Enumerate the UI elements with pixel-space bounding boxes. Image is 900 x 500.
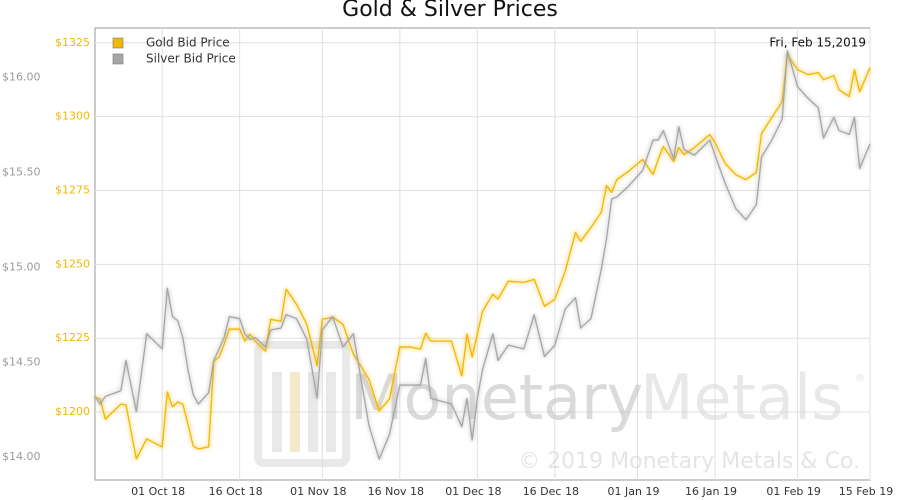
logo-bar <box>290 372 300 452</box>
line-series <box>94 50 871 460</box>
watermark-logo-b: Metals <box>640 361 843 434</box>
y2-tick-label: $15.50 <box>2 165 41 178</box>
y-tick-label: $1225 <box>55 331 90 344</box>
logo-box <box>254 341 350 467</box>
y-tick-label: $1300 <box>55 110 90 123</box>
y-tick-label: $1250 <box>55 257 90 270</box>
y-tick-label: $1200 <box>55 405 90 418</box>
x-tick-label: 01 Jan 19 <box>608 485 660 498</box>
x-tick-label: 01 Feb 19 <box>766 485 820 498</box>
y2-tick-label: $16.00 <box>2 70 41 83</box>
y2-tick-label: $14.50 <box>2 355 41 368</box>
legend-label: Silver Bid Price <box>146 52 236 66</box>
grid <box>95 28 871 480</box>
legend-label: Gold Bid Price <box>146 36 230 50</box>
watermark-logo-a: Monetary <box>350 361 643 434</box>
y2-tick-label: $14.00 <box>2 450 41 463</box>
watermark-copyright: © 2019 Monetary Metals & Co. <box>518 449 860 474</box>
x-tick-label: 01 Oct 18 <box>131 485 185 498</box>
x-tick-label: 01 Dec 18 <box>445 485 501 498</box>
watermark-registered: ® <box>855 373 865 384</box>
x-tick-label: 15 Feb 19 <box>839 485 893 498</box>
y-tick-label: $1275 <box>55 183 90 196</box>
legend-swatch <box>112 53 124 65</box>
x-tick-label: 16 Jan 19 <box>685 485 737 498</box>
watermark: Monetary Metals ® © 2019 Monetary Metals… <box>254 341 865 474</box>
y-tick-label: $1325 <box>55 36 90 49</box>
plot-area <box>94 27 871 481</box>
x-tick-label: 16 Dec 18 <box>523 485 579 498</box>
logo-bar <box>272 372 282 452</box>
date-annotation: Fri, Feb 15,2019 <box>769 36 866 50</box>
chart-title: Gold & Silver Prices <box>342 0 558 22</box>
logo-bar <box>308 372 318 452</box>
legend-swatch <box>112 37 124 49</box>
logo-bar <box>326 372 336 452</box>
x-tick-label: 16 Nov 18 <box>368 485 424 498</box>
line-series <box>94 54 871 460</box>
y2-tick-label: $15.00 <box>2 260 41 273</box>
x-tick-label: 01 Nov 18 <box>290 485 346 498</box>
x-tick-label: 16 Oct 18 <box>209 485 263 498</box>
